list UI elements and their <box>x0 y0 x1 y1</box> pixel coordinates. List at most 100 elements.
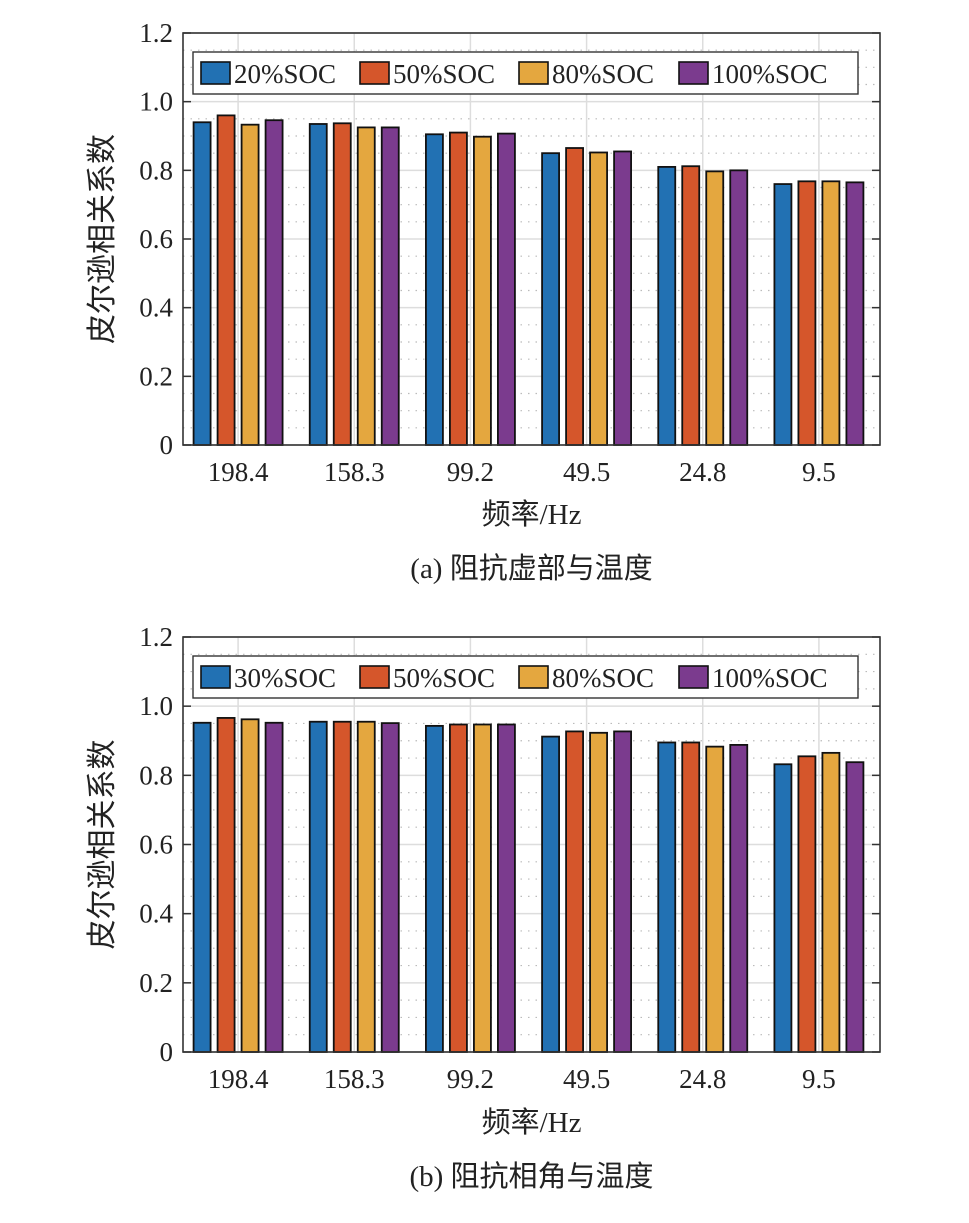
bar-100pctsoc <box>264 721 284 1053</box>
bar-30pctsoc <box>425 724 444 1053</box>
legend-swatch <box>678 61 709 85</box>
x-tick-label: 49.5 <box>563 457 610 487</box>
bar-50pctsoc <box>681 165 701 446</box>
y-tick-label: 0.2 <box>139 361 173 391</box>
bar-80pctsoc <box>356 720 376 1053</box>
y-tick-label: 0.2 <box>139 968 173 998</box>
bar-50pctsoc <box>797 180 817 446</box>
axes-box <box>182 636 881 1053</box>
bar-20pctsoc <box>657 165 677 446</box>
x-tick-label: 158.3 <box>324 1064 385 1094</box>
bar-50pctsoc <box>216 717 236 1053</box>
bar-100pctsoc <box>845 181 865 446</box>
chart-b: 0 0.2 0.4 0.6 0.8 1.0 1.2 198.4 158.3 99.2 49.5 24.… <box>86 622 881 1193</box>
bar-100pctsoc <box>497 132 516 446</box>
x-tick-label: 198.4 <box>208 1064 269 1094</box>
bar-30pctsoc <box>308 720 328 1053</box>
legend-label: 30%SOC <box>234 663 336 693</box>
y-tick-label: 0.6 <box>139 830 173 860</box>
y-tick-label: 1.0 <box>139 87 173 117</box>
bar-50pctsoc <box>565 147 584 446</box>
y-tick-label: 0.4 <box>139 899 173 929</box>
legend-swatch <box>518 665 549 689</box>
y-tick-label: 0.6 <box>139 224 173 254</box>
bar-20pctsoc <box>308 123 328 446</box>
y-tick-label: 0 <box>160 430 174 460</box>
bar-100pctsoc <box>264 119 284 446</box>
bar-100pctsoc <box>497 723 516 1053</box>
bar-80pctsoc <box>356 126 376 446</box>
legend-label: 80%SOC <box>552 663 654 693</box>
y-tick-label: 1.2 <box>139 18 173 48</box>
bar-80pctsoc <box>240 123 260 446</box>
bar-30pctsoc <box>657 741 677 1053</box>
legend: 20%SOC 50%SOC 80%SOC 100%SOC <box>192 51 859 95</box>
bar-50pctsoc <box>449 131 468 446</box>
bar-50pctsoc <box>449 723 468 1053</box>
bar-80pctsoc <box>473 723 492 1053</box>
bar-50pctsoc <box>216 114 236 446</box>
bar-30pctsoc <box>773 763 793 1053</box>
bar-80pctsoc <box>821 751 841 1053</box>
x-tick-label: 9.5 <box>802 1064 836 1094</box>
bar-100pctsoc <box>845 761 865 1053</box>
legend-swatch <box>359 61 390 85</box>
bar-30pctsoc <box>192 721 212 1053</box>
y-tick-label: 1.2 <box>139 622 173 652</box>
bar-100pctsoc <box>729 169 749 446</box>
bar-50pctsoc <box>681 741 701 1053</box>
bar-30pctsoc <box>541 735 560 1053</box>
bar-80pctsoc <box>821 180 841 446</box>
bar-100pctsoc <box>613 150 632 446</box>
bar-50pctsoc <box>332 122 352 446</box>
y-axis-label: 皮尔逊相关系数 <box>86 740 119 950</box>
y-tick-label: 0 <box>160 1037 174 1067</box>
bar-80pctsoc <box>705 745 725 1053</box>
legend-label: 80%SOC <box>552 59 654 89</box>
bar-20pctsoc <box>541 152 560 446</box>
bar-100pctsoc <box>380 126 400 446</box>
bar-80pctsoc <box>240 718 260 1053</box>
legend-swatch <box>200 665 231 689</box>
legend-swatch <box>678 665 709 689</box>
y-tick-label: 1.0 <box>139 691 173 721</box>
bar-50pctsoc <box>565 730 584 1053</box>
chart-caption: (b) 阻抗相角与温度 <box>409 1160 653 1193</box>
x-tick-label: 49.5 <box>563 1064 610 1094</box>
x-tick-label: 158.3 <box>324 457 385 487</box>
legend-label: 50%SOC <box>393 663 495 693</box>
bar-50pctsoc <box>797 755 817 1053</box>
legend: 30%SOC 50%SOC 80%SOC 100%SOC <box>192 655 859 699</box>
bar-80pctsoc <box>473 135 492 446</box>
chart-caption: (a) 阻抗虚部与温度 <box>410 552 652 585</box>
legend-swatch <box>200 61 231 85</box>
bar-20pctsoc <box>773 183 793 446</box>
bar-50pctsoc <box>332 720 352 1053</box>
x-tick-label: 99.2 <box>447 457 494 487</box>
bar-80pctsoc <box>705 170 725 446</box>
legend-swatch <box>518 61 549 85</box>
bar-80pctsoc <box>589 151 608 446</box>
x-tick-label: 9.5 <box>802 457 836 487</box>
y-tick-label: 0.4 <box>139 293 173 323</box>
legend-label: 100%SOC <box>712 663 828 693</box>
x-tick-label: 99.2 <box>447 1064 494 1094</box>
legend-swatch <box>359 665 390 689</box>
bar-100pctsoc <box>380 722 400 1053</box>
bar-100pctsoc <box>729 744 749 1053</box>
bar-80pctsoc <box>589 731 608 1053</box>
x-axis-label: 频率/Hz <box>482 1106 582 1139</box>
legend-label: 20%SOC <box>234 59 336 89</box>
y-tick-label: 0.8 <box>139 760 173 790</box>
y-axis-label: 皮尔逊相关系数 <box>86 134 119 344</box>
bar-20pctsoc <box>192 121 212 446</box>
legend-box <box>192 655 859 699</box>
bar-20pctsoc <box>425 133 444 446</box>
chart-a: 0 0.2 0.4 0.6 0.8 1.0 1.2 198.4 158.3 99.2 49.5 24.… <box>86 18 881 585</box>
legend-label: 50%SOC <box>393 59 495 89</box>
legend-label: 100%SOC <box>712 59 828 89</box>
x-axis-label: 频率/Hz <box>482 498 582 531</box>
x-tick-label: 24.8 <box>679 457 726 487</box>
x-tick-label: 198.4 <box>208 457 269 487</box>
